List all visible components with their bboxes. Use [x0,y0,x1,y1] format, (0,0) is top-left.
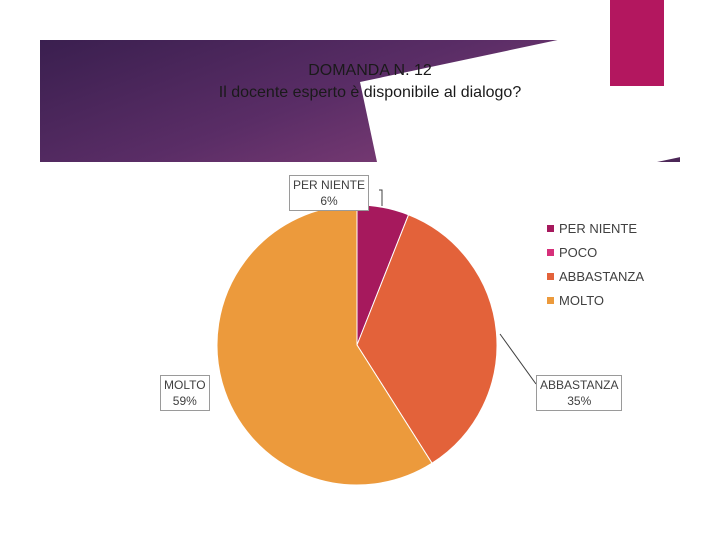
leader-line [499,333,537,385]
data-label-value: 6% [320,194,338,208]
legend-swatch [547,248,554,256]
chart-title-block: DOMANDA N. 12 Il docente esperto è dispo… [130,60,610,104]
legend-item-abbastanza: ABBASTANZA [547,264,644,288]
pie-slice-abbastanza [356,214,498,464]
chart-subtitle: Il docente esperto è disponibile al dial… [218,84,522,101]
legend-label: ABBASTANZA [559,268,645,284]
data-label-per-niente: PER NIENTE 6% [289,175,370,211]
data-label-category: ABBASTANZA [540,378,619,392]
data-label-molto: MOLTO 59% [160,375,210,411]
legend-item-poco: POCO [547,240,644,264]
legend-swatch [547,224,554,232]
legend: PER NIENTE POCO ABBASTANZA MOLTO [547,216,644,312]
legend-label: MOLTO [559,292,605,308]
legend-item-per-niente: PER NIENTE [547,216,644,240]
legend-label: PER NIENTE [559,220,638,236]
data-label-value: 59% [172,394,197,408]
pie-slice-molto [216,204,433,486]
chart-title: DOMANDA N. 12 [308,62,432,79]
legend-swatch [547,272,554,280]
header-band [40,40,680,162]
data-label-value: 35% [567,394,592,408]
legend-item-molto: MOLTO [547,288,644,312]
leader-line [379,189,383,206]
data-label-category: MOLTO [164,378,206,392]
accent-bar [610,0,664,86]
data-label-abbastanza: ABBASTANZA 35% [536,375,623,411]
legend-label: POCO [559,244,598,260]
data-label-category: PER NIENTE [293,178,366,192]
legend-swatch [547,296,554,304]
